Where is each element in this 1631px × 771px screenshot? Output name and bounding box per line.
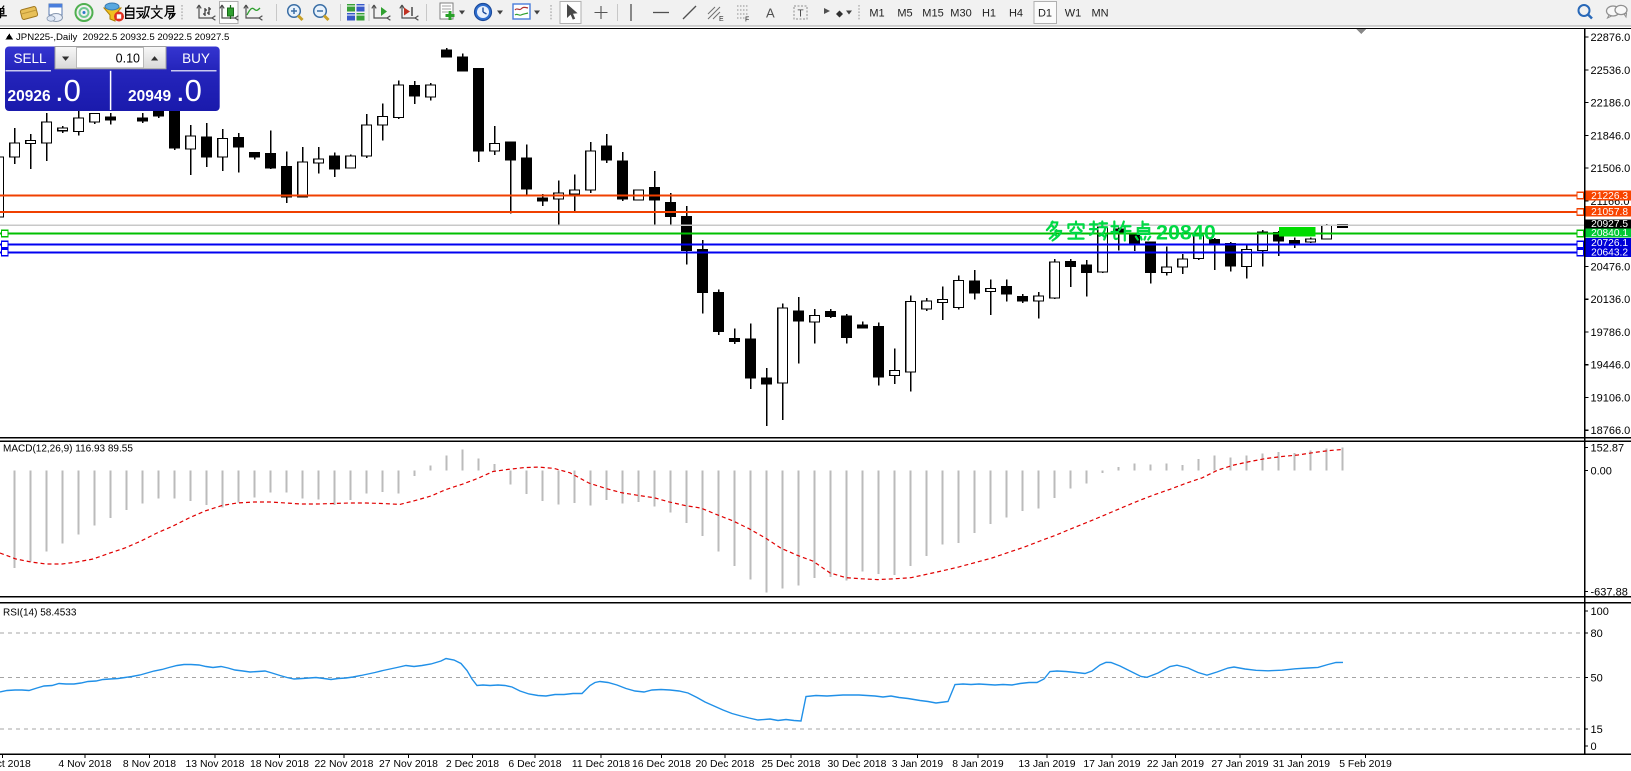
svg-text:13 Jan 2019: 13 Jan 2019 — [1018, 759, 1075, 770]
svg-text:.0: .0 — [176, 73, 202, 108]
svg-text:5 Feb 2019: 5 Feb 2019 — [1339, 759, 1392, 770]
svg-text:50: 50 — [1591, 673, 1603, 685]
svg-text:19786.0: 19786.0 — [1591, 327, 1631, 339]
svg-text:0.10: 0.10 — [116, 52, 140, 66]
svg-text:20926: 20926 — [8, 88, 51, 105]
svg-text:-637.88: -637.88 — [1591, 587, 1628, 599]
svg-text:W1: W1 — [1065, 8, 1082, 20]
svg-text:8 Jan 2019: 8 Jan 2019 — [952, 759, 1004, 770]
svg-text:152.87: 152.87 — [1591, 443, 1625, 455]
svg-text:H1: H1 — [982, 8, 996, 20]
svg-text:D1: D1 — [1038, 8, 1052, 20]
svg-text:100: 100 — [1591, 606, 1609, 618]
svg-text:0: 0 — [1591, 741, 1597, 753]
svg-text:15: 15 — [1591, 724, 1603, 736]
svg-text:SELL: SELL — [13, 51, 47, 66]
svg-text:18766.0: 18766.0 — [1591, 425, 1631, 437]
svg-text:MN: MN — [1091, 8, 1108, 20]
svg-text:80: 80 — [1591, 628, 1603, 640]
svg-text:0.00: 0.00 — [1591, 465, 1612, 477]
svg-text:19446.0: 19446.0 — [1591, 360, 1631, 372]
svg-text:6 Dec 2018: 6 Dec 2018 — [508, 759, 561, 770]
svg-text:22536.0: 22536.0 — [1591, 65, 1631, 77]
svg-text:20 Dec 2018: 20 Dec 2018 — [696, 759, 755, 770]
svg-text:30 Oct 2018: 30 Oct 2018 — [0, 759, 31, 770]
svg-text:8 Nov 2018: 8 Nov 2018 — [123, 759, 176, 770]
svg-text:27 Jan 2019: 27 Jan 2019 — [1211, 759, 1268, 770]
svg-text:22186.0: 22186.0 — [1591, 98, 1631, 110]
svg-text:11 Dec 2018: 11 Dec 2018 — [572, 759, 630, 770]
svg-text:18 Nov 2018: 18 Nov 2018 — [250, 759, 309, 770]
svg-text:BUY: BUY — [182, 51, 210, 66]
svg-text:25 Dec 2018: 25 Dec 2018 — [762, 759, 821, 770]
svg-text:20643.2: 20643.2 — [1591, 247, 1628, 258]
svg-text:21846.0: 21846.0 — [1591, 130, 1631, 142]
svg-text:30 Dec 2018: 30 Dec 2018 — [828, 759, 887, 770]
svg-text:M30: M30 — [950, 8, 971, 20]
svg-text:19106.0: 19106.0 — [1591, 392, 1631, 404]
svg-text:2 Dec 2018: 2 Dec 2018 — [446, 759, 499, 770]
svg-text:20927.5: 20927.5 — [1591, 219, 1628, 230]
svg-text:21506.0: 21506.0 — [1591, 163, 1631, 175]
svg-text:20949: 20949 — [128, 88, 171, 105]
svg-text:3 Jan 2019: 3 Jan 2019 — [892, 759, 944, 770]
svg-text:MACD(12,26,9) 116.93 89.55: MACD(12,26,9) 116.93 89.55 — [3, 444, 133, 455]
svg-text:31 Jan 2019: 31 Jan 2019 — [1273, 759, 1330, 770]
svg-text:20840: 20840 — [1156, 221, 1216, 245]
svg-text:20840.1: 20840.1 — [1591, 228, 1628, 239]
svg-text:21226.3: 21226.3 — [1591, 191, 1628, 202]
svg-text:M5: M5 — [897, 8, 912, 20]
svg-text:H4: H4 — [1009, 8, 1023, 20]
svg-text:21057.8: 21057.8 — [1591, 207, 1628, 218]
svg-text:13 Nov 2018: 13 Nov 2018 — [186, 759, 245, 770]
svg-text:27 Nov 2018: 27 Nov 2018 — [379, 759, 438, 770]
svg-text:20136.0: 20136.0 — [1591, 294, 1631, 306]
svg-text:E: E — [719, 16, 724, 23]
svg-text:A: A — [766, 6, 775, 21]
svg-text:4 Nov 2018: 4 Nov 2018 — [58, 759, 111, 770]
svg-text:20726.1: 20726.1 — [1591, 238, 1628, 249]
svg-text:M1: M1 — [869, 8, 884, 20]
svg-text:22876.0: 22876.0 — [1591, 32, 1631, 44]
svg-text:22 Nov 2018: 22 Nov 2018 — [315, 759, 374, 770]
svg-text:M15: M15 — [922, 8, 943, 20]
svg-text:F: F — [745, 17, 749, 24]
svg-text:17 Jan 2019: 17 Jan 2019 — [1083, 759, 1140, 770]
svg-text:JPN225-,Daily 20922.5 20932.5: JPN225-,Daily 20922.5 20932.5 20922.5 20… — [16, 32, 229, 43]
svg-text:T: T — [798, 9, 804, 20]
svg-text:.0: .0 — [55, 73, 81, 108]
svg-text:RSI(14) 58.4533: RSI(14) 58.4533 — [3, 608, 77, 619]
svg-text:16 Dec 2018: 16 Dec 2018 — [632, 759, 691, 770]
svg-text:22 Jan 2019: 22 Jan 2019 — [1147, 759, 1204, 770]
svg-text:20476.0: 20476.0 — [1591, 261, 1631, 273]
